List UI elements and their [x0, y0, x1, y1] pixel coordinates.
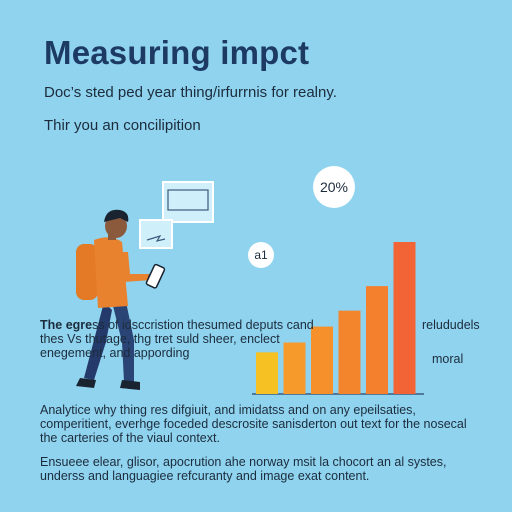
bar-6: [393, 242, 416, 394]
body-paragraph-1: The egress of idsccristion thesumed depu…: [40, 318, 340, 360]
bar-3: [311, 326, 333, 394]
right-fragment-1: relududels: [422, 318, 480, 332]
body-paragraph-2: Analytice why thing res difgiuit, and im…: [40, 403, 467, 445]
small-badge: a1: [248, 242, 274, 268]
person-figure: [76, 209, 156, 390]
bar-4: [338, 310, 361, 394]
percent-badge: 20%: [313, 166, 355, 208]
paragraph-lead: The egre: [40, 318, 93, 332]
floating-screen-icon: [162, 181, 214, 223]
paragraph-text: ss of idsccristion thesumed deputs cand …: [40, 318, 314, 360]
bar-1: [256, 352, 278, 394]
intro-line: Thir you an concilipition: [44, 117, 201, 134]
bar-5: [366, 286, 388, 394]
phone-icon: [145, 263, 166, 289]
bar-2: [283, 342, 306, 394]
page-subtitle: Doc’s sted ped year thing/irfurrnis for …: [44, 84, 337, 101]
body-paragraph-3: Ensueee elear, glisor, apocrution ahe no…: [40, 455, 447, 483]
small-screen-icon: [139, 219, 173, 249]
right-fragment-2: moral: [432, 352, 464, 366]
page-title: Measuring impct: [44, 34, 310, 71]
